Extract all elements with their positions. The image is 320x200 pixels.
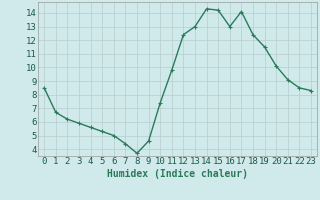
X-axis label: Humidex (Indice chaleur): Humidex (Indice chaleur) <box>107 169 248 179</box>
